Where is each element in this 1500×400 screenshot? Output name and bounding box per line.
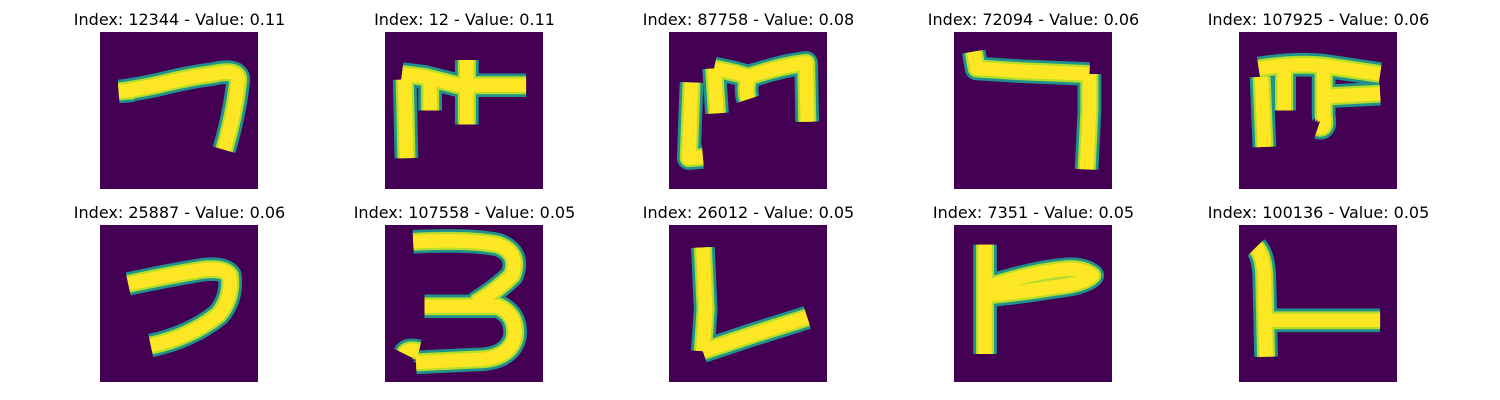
panel-title: Index: 25887 - Value: 0.06 (73, 203, 286, 222)
glyph-image-curved-seven (100, 225, 258, 382)
glyph-image-double-t-frame (385, 32, 543, 189)
panel-4: Index: 72094 - Value: 0.06 (891, 10, 1176, 200)
glyph-image-three-curl (385, 225, 543, 382)
panel-2: Index: 12 - Value: 0.11 (322, 10, 607, 200)
panel-3: Index: 87758 - Value: 0.08 (606, 10, 891, 200)
panel-title: Index: 100136 - Value: 0.05 (1207, 203, 1430, 222)
panel-7: Index: 107558 - Value: 0.05 (322, 203, 607, 393)
panel-title: Index: 107558 - Value: 0.05 (353, 203, 576, 222)
glyph-image-v-check (669, 225, 827, 382)
panel-title: Index: 26012 - Value: 0.05 (642, 203, 855, 222)
glyph-image-bracket-m (669, 32, 827, 189)
panel-title: Index: 87758 - Value: 0.08 (642, 10, 855, 29)
glyph-image-hook-seven (100, 32, 258, 189)
glyph-image-pi-shape (1239, 32, 1397, 189)
panel-title: Index: 7351 - Value: 0.05 (932, 203, 1135, 222)
panel-5: Index: 107925 - Value: 0.06 (1176, 10, 1461, 200)
panel-10: Index: 100136 - Value: 0.05 (1176, 203, 1461, 393)
panel-6: Index: 25887 - Value: 0.06 (37, 203, 322, 393)
panel-title: Index: 72094 - Value: 0.06 (927, 10, 1140, 29)
panel-title: Index: 12344 - Value: 0.11 (73, 10, 286, 29)
panel-title: Index: 12 - Value: 0.11 (374, 10, 555, 29)
panel-9: Index: 7351 - Value: 0.05 (891, 203, 1176, 393)
glyph-image-flag-f (954, 225, 1112, 382)
panel-title: Index: 107925 - Value: 0.06 (1207, 10, 1430, 29)
panel-8: Index: 26012 - Value: 0.05 (606, 203, 891, 393)
glyph-image-reverse-l (954, 32, 1112, 189)
glyph-image-l-bar (1239, 225, 1397, 382)
panel-1: Index: 12344 - Value: 0.11 (37, 10, 322, 200)
